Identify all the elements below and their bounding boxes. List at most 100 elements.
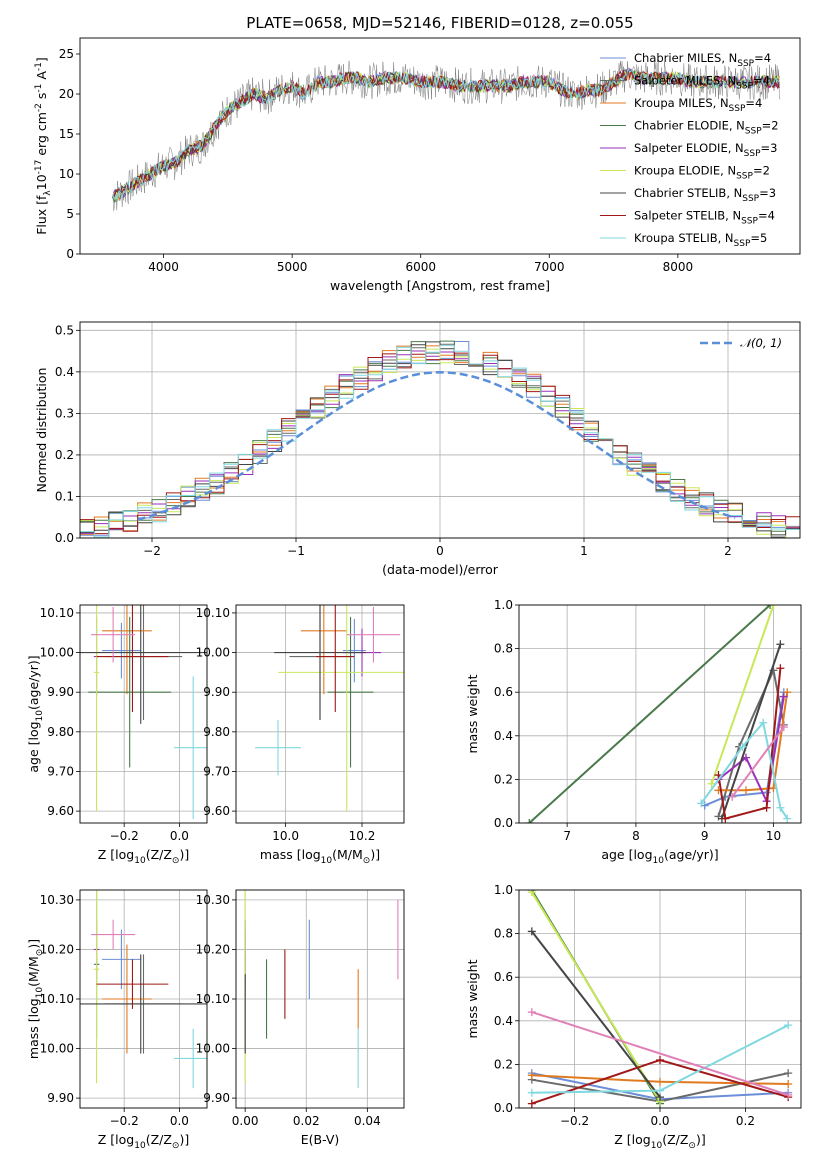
axes-frame	[79, 321, 801, 539]
legend-entry: Salpeter ELODIE, NSSP=3	[634, 141, 777, 159]
weight-series-line	[731, 726, 785, 798]
y-tick-label: 0.8	[494, 927, 513, 941]
weight-point-marker	[783, 688, 792, 697]
legend-entry: Kroupa MILES, NSSP=4	[634, 96, 762, 114]
x-axis-label: wavelength [Angstrom, rest frame]	[330, 278, 550, 293]
x-tick-label: 0.0	[170, 1114, 189, 1128]
panel-residuals: −2 −1 0 1 2 0.0 0.1 0.2 0.3 0.4 0.5 (data-model)/er…	[34, 321, 801, 577]
y-tick-label: 0.2	[494, 772, 513, 786]
weight-point-marker	[769, 605, 778, 609]
y-tick-label: 0.0	[494, 1101, 513, 1115]
x-tick-label: −0.2	[560, 1114, 589, 1128]
x-tick-label: 7	[563, 829, 571, 843]
x-tick-label: −2	[143, 544, 161, 558]
y-tick-label: 10.10	[196, 606, 230, 620]
weight-point-marker	[759, 718, 768, 727]
y-tick-label: 9.80	[203, 725, 230, 739]
y-tick-label: 10.20	[196, 942, 230, 956]
residual-histogram	[80, 348, 800, 538]
panel-spectrum: 4000 5000 6000 7000 8000 0 5 10 15 20 25 wavelength…	[34, 37, 801, 293]
legend-entry: Chabrier ELODIE, NSSP=2	[634, 119, 779, 137]
legend-entry: Chabrier STELIB, NSSP=3	[634, 186, 776, 204]
weight-point-marker	[527, 1088, 536, 1097]
weight-point-marker	[779, 692, 788, 701]
y-tick-label: 10	[59, 167, 74, 181]
y-tick-label: 10.00	[196, 646, 230, 660]
y-tick-label: 0.3	[55, 406, 74, 420]
y-tick-label: 15	[59, 127, 74, 141]
weight-point-marker	[656, 1077, 664, 1086]
x-axis-label: Z [log10(Z/Z⊙)]	[614, 1132, 705, 1151]
y-tick-label: 20	[59, 87, 74, 101]
x-axis-label: Z [log10(Z/Z⊙)]	[98, 1132, 189, 1151]
weight-series-line	[717, 667, 785, 817]
y-tick-label: 10.30	[40, 893, 74, 907]
y-tick-label: 0.6	[494, 685, 513, 699]
weight-point-marker	[762, 803, 771, 812]
y-tick-label: 0.0	[55, 531, 74, 545]
x-tick-label: 0.2	[736, 1114, 755, 1128]
y-tick-label: 9.80	[47, 725, 74, 739]
y-axis-label: Flux [fλ10-17 erg cm-2 s-1 A-1]	[34, 57, 53, 235]
x-tick-label: 9	[701, 829, 709, 843]
weight-point-marker	[784, 1090, 793, 1099]
y-axis-label: mass weight	[465, 674, 480, 753]
y-tick-label: 9.60	[203, 804, 230, 818]
weight-point-marker	[776, 664, 785, 673]
panel-age-vs-Z: −0.2 0.0 9.60 9.70 9.80 9.90 10.00 10.10 Z [log1…	[26, 604, 208, 866]
legend-entry: Kroupa ELODIE, NSSP=2	[634, 164, 770, 182]
y-axis-label: Normed distribution	[34, 368, 49, 493]
weight-series-line	[531, 1011, 789, 1096]
model-spectrum-series	[112, 66, 780, 201]
y-tick-label: 9.90	[47, 1091, 74, 1105]
weight-point-marker	[776, 803, 785, 812]
weight-point-marker	[527, 1099, 536, 1108]
weight-series-line	[704, 692, 785, 807]
y-tick-label: 0.4	[494, 729, 513, 743]
x-tick-label: 0	[436, 544, 444, 558]
weight-point-marker	[707, 779, 716, 788]
weight-point-marker	[656, 1086, 664, 1095]
legend-entry: Salpeter MILES, NSSP=4	[634, 74, 770, 92]
y-tick-label: 5	[66, 207, 74, 221]
weight-point-marker	[784, 1080, 793, 1089]
y-tick-label: 10.10	[40, 992, 74, 1006]
x-tick-label: −0.2	[110, 829, 139, 843]
plot-area	[80, 340, 800, 538]
x-tick-label: −0.2	[110, 1114, 139, 1128]
x-tick-label: 0.02	[293, 1114, 320, 1128]
x-axis-label: E(B-V)	[301, 1132, 340, 1147]
x-tick-label: 10.2	[349, 829, 376, 843]
weight-point-marker	[783, 814, 792, 823]
y-tick-label: 10.10	[196, 992, 230, 1006]
weight-point-marker	[527, 927, 536, 936]
legend-entry: Chabrier MILES, NSSP=4	[634, 51, 771, 69]
legend-entry: 𝒩(0, 1)	[740, 336, 782, 350]
weight-point-marker	[527, 890, 536, 897]
model-spectrum-series	[112, 68, 780, 199]
plot-area	[80, 890, 207, 1089]
y-tick-label: 0.4	[55, 365, 74, 379]
x-axis-label: mass [log10(M/M⊙)]	[260, 847, 380, 866]
panel-age-vs-mass: 10.0 10.2 9.60 9.70 9.80 9.90 10.00 10.10 mass […	[196, 604, 405, 866]
weight-point-marker	[738, 742, 747, 751]
axes-frame	[518, 889, 802, 1109]
plot-area	[111, 60, 781, 211]
weight-point-marker	[779, 723, 788, 732]
x-tick-label: 2	[724, 544, 732, 558]
x-tick-label: −1	[287, 544, 305, 558]
weight-series-line	[717, 668, 782, 820]
y-tick-label: 0.4	[494, 1014, 513, 1028]
y-tick-label: 10.00	[40, 1042, 74, 1056]
y-tick-label: 0.0	[494, 816, 513, 830]
weight-point-marker	[697, 799, 706, 808]
weight-point-marker	[741, 786, 750, 795]
y-tick-label: 10.30	[196, 893, 230, 907]
x-tick-label: 8000	[663, 260, 694, 274]
x-axis-label: (data-model)/error	[382, 562, 499, 577]
panel-weight-vs-age: 7 8 9 10 0.0 0.2 0.4 0.6 0.8 1.0 age [log10(age/yr…	[465, 598, 802, 866]
x-tick-label: 0.0	[650, 1114, 669, 1128]
y-axis-label: mass [log10(M/M⊙)]	[26, 939, 45, 1059]
y-tick-label: 0.2	[494, 1057, 513, 1071]
model-spectrum-series	[112, 67, 780, 196]
